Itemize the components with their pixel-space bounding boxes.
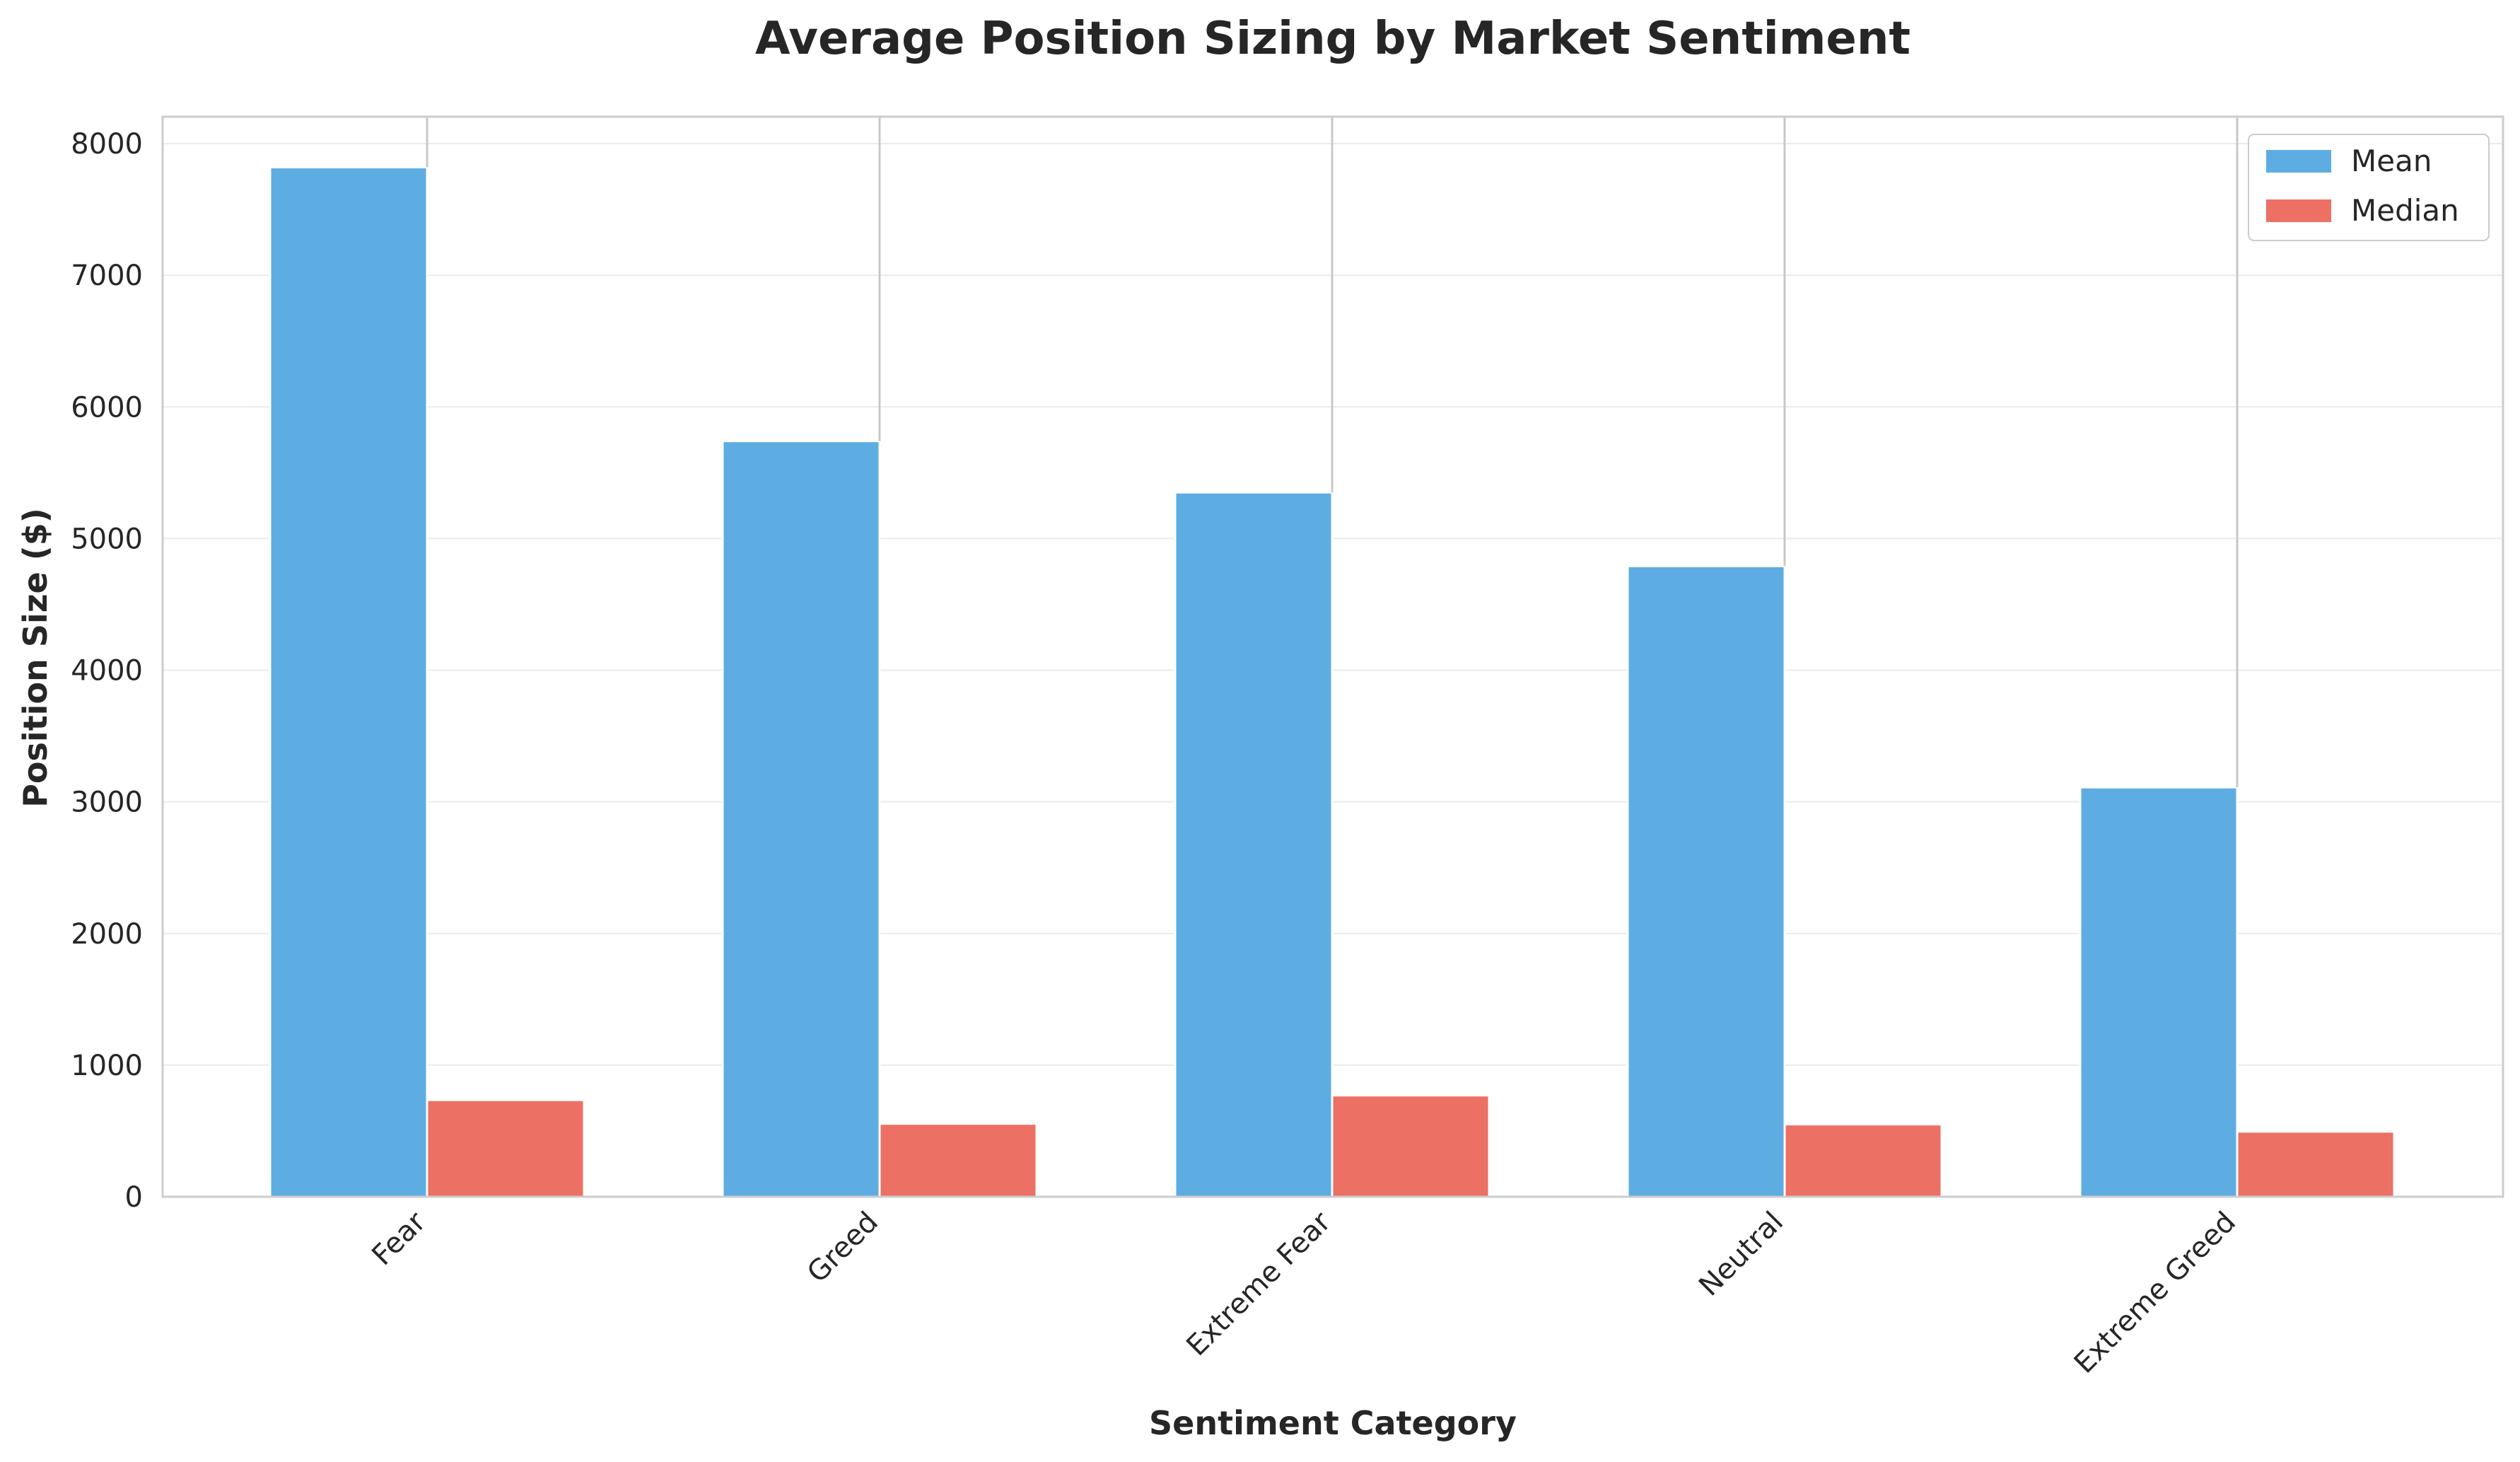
mean-bar <box>721 440 881 1198</box>
y-tick-label: 1000 <box>71 1050 143 1082</box>
mean-bar <box>269 166 428 1198</box>
legend-label-mean: Mean <box>2351 144 2432 178</box>
bars <box>269 166 2396 1198</box>
mean-bar <box>1626 564 1786 1198</box>
median-bar <box>878 1122 1038 1198</box>
y-tick-label: 3000 <box>71 787 143 819</box>
plot-frame <box>161 115 2504 1198</box>
median-bar <box>426 1098 585 1198</box>
legend: Mean Median <box>2248 134 2490 241</box>
y-tick-label: 7000 <box>71 260 143 292</box>
y-tick-label: 5000 <box>71 523 143 555</box>
error-bars <box>426 117 2239 788</box>
y-tick-label: 2000 <box>71 918 143 951</box>
y-tick-label: 8000 <box>71 128 143 161</box>
y-tick-label: 4000 <box>71 655 143 688</box>
y-tick-label: 0 <box>125 1181 143 1214</box>
mean-bar <box>1174 491 1334 1198</box>
y-tick-labels: 0 1000 2000 3000 4000 5000 6000 7000 8000 <box>71 128 143 1214</box>
median-bar <box>1331 1094 1491 1198</box>
chart-title: Average Position Sizing by Market Sentim… <box>755 13 1911 65</box>
legend-swatch-median <box>2266 199 2331 222</box>
legend-swatch-mean <box>2266 150 2331 173</box>
legend-label-median: Median <box>2351 193 2459 228</box>
y-axis-label: Position Size ($) <box>16 508 54 808</box>
mean-bar <box>2079 786 2239 1198</box>
median-bar <box>1783 1123 1943 1198</box>
median-bar <box>2236 1130 2396 1198</box>
y-tick-label: 6000 <box>71 391 143 424</box>
x-axis-label: Sentiment Category <box>1149 1404 1517 1442</box>
